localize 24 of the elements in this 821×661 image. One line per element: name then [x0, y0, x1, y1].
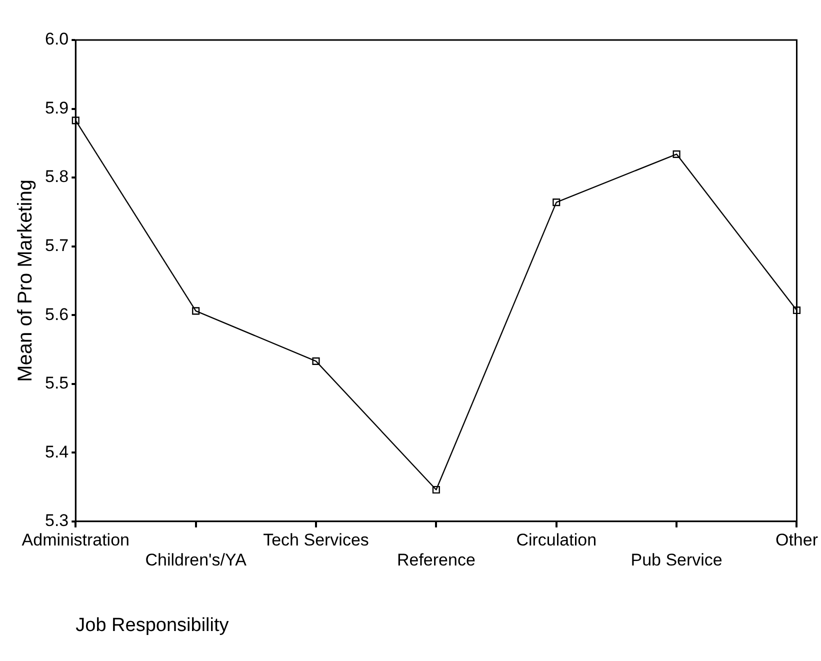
y-tick-label: 5.7	[44, 236, 69, 255]
y-tick-label: 5.6	[44, 304, 69, 324]
point	[192, 307, 200, 315]
point	[432, 486, 440, 494]
x-tick-label: Other	[775, 530, 818, 550]
x-tick-label: Reference	[396, 550, 476, 570]
point	[552, 198, 560, 206]
x-tick-label: Children's/YA	[145, 550, 248, 570]
x-tick-label: Circulation	[516, 530, 597, 550]
y-axis-title: Mean of Pro Marketing	[14, 180, 37, 382]
y-tick-label: 5.8	[44, 167, 69, 186]
x-tick-label: Pub Service	[630, 550, 722, 570]
y-tick-label: 6.0	[44, 30, 69, 49]
x-tick-label: Administration	[22, 530, 130, 550]
point	[72, 116, 80, 124]
y-tick-label: 5.5	[44, 374, 69, 393]
y-tick-label: 5.9	[44, 98, 69, 118]
y-tick-label: 5.3	[44, 511, 69, 530]
point	[312, 357, 320, 365]
x-tick-label: Tech Services	[263, 530, 369, 550]
point	[792, 306, 801, 314]
point	[672, 150, 680, 158]
x-axis-title: Job Responsibility	[76, 614, 230, 636]
y-tick-label: 5.4	[44, 442, 69, 462]
